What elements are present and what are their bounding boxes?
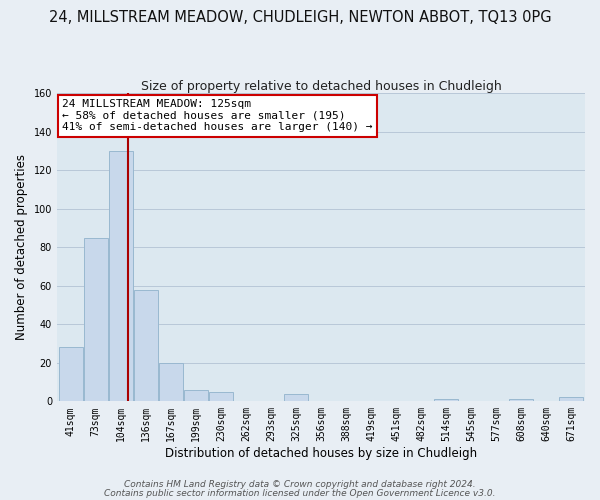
- Bar: [434, 400, 458, 402]
- Bar: [509, 400, 533, 402]
- X-axis label: Distribution of detached houses by size in Chudleigh: Distribution of detached houses by size …: [165, 447, 477, 460]
- Bar: [559, 398, 583, 402]
- Bar: [59, 348, 83, 402]
- Text: Contains public sector information licensed under the Open Government Licence v3: Contains public sector information licen…: [104, 488, 496, 498]
- Text: 24, MILLSTREAM MEADOW, CHUDLEIGH, NEWTON ABBOT, TQ13 0PG: 24, MILLSTREAM MEADOW, CHUDLEIGH, NEWTON…: [49, 10, 551, 25]
- Y-axis label: Number of detached properties: Number of detached properties: [15, 154, 28, 340]
- Text: 24 MILLSTREAM MEADOW: 125sqm
← 58% of detached houses are smaller (195)
41% of s: 24 MILLSTREAM MEADOW: 125sqm ← 58% of de…: [62, 99, 373, 132]
- Bar: [209, 392, 233, 402]
- Bar: [184, 390, 208, 402]
- Text: Contains HM Land Registry data © Crown copyright and database right 2024.: Contains HM Land Registry data © Crown c…: [124, 480, 476, 489]
- Title: Size of property relative to detached houses in Chudleigh: Size of property relative to detached ho…: [140, 80, 502, 93]
- Bar: [284, 394, 308, 402]
- Bar: [134, 290, 158, 402]
- Bar: [159, 363, 182, 402]
- Bar: [109, 151, 133, 402]
- Bar: [84, 238, 107, 402]
